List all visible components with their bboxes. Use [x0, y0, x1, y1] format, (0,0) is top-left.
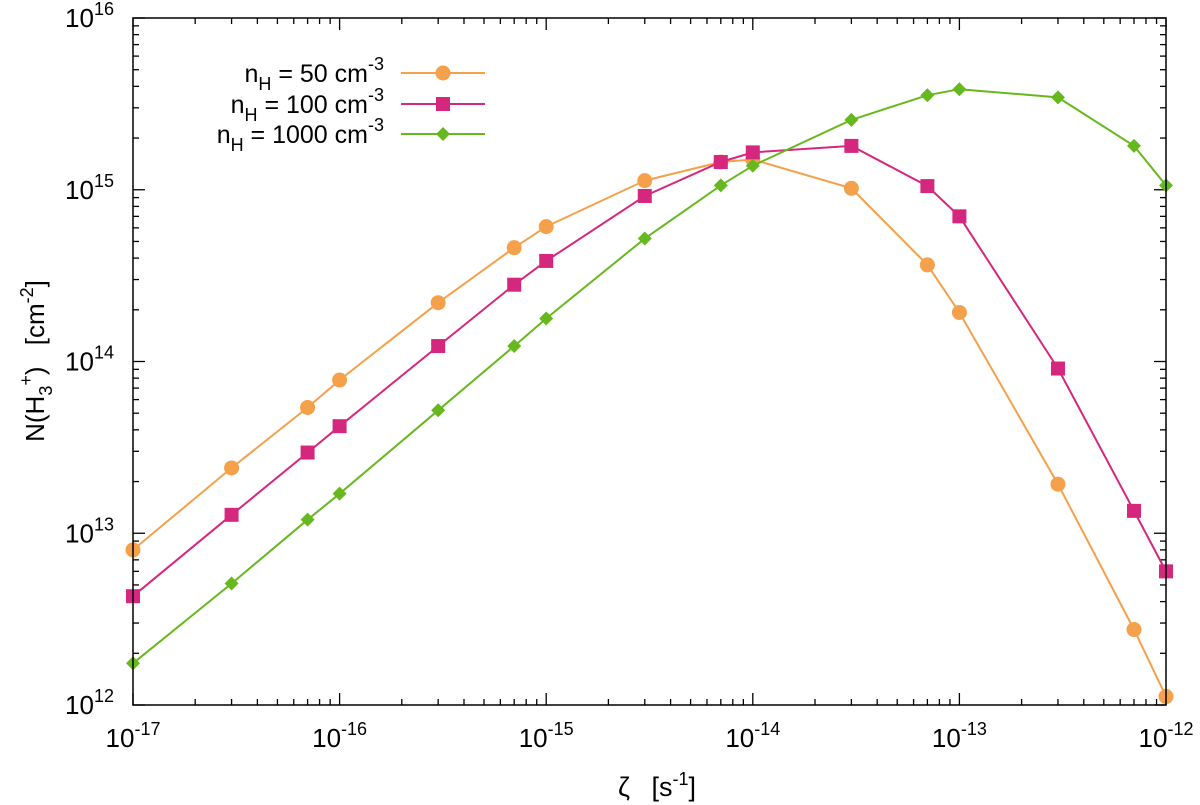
data-point	[919, 257, 935, 273]
y-axis-subscript: 3	[36, 386, 56, 396]
x-axis-unit-close: ]	[688, 772, 696, 802]
data-point	[637, 173, 653, 189]
data-point	[952, 82, 967, 97]
plot-frame	[132, 17, 1167, 706]
data-point	[507, 277, 522, 292]
data-point	[300, 399, 316, 415]
data-point	[300, 512, 315, 527]
data-point	[224, 576, 239, 591]
y-axis-quantity-close: )	[20, 366, 50, 375]
tick-labels: 10-17 10-16 10-15 10-14 10-13 10-12 1012 1013 10…	[65, 0, 1193, 753]
x-axis-symbol: ζ	[618, 772, 630, 802]
y-axis-quantity: N(H	[20, 396, 50, 442]
series-layer	[125, 82, 1174, 705]
y-tick-label: 1015	[65, 171, 114, 205]
data-point	[1126, 622, 1142, 638]
data-point	[332, 419, 347, 434]
data-point	[431, 403, 446, 418]
x-axis-unit-exponent: -1	[672, 769, 688, 789]
series-line	[132, 88, 1167, 665]
x-tick-label: 10-12	[1139, 719, 1194, 753]
data-point	[1126, 503, 1141, 518]
legend-marker	[435, 65, 451, 81]
data-point	[224, 460, 240, 476]
series-2	[126, 138, 1173, 604]
y-tick-label: 1012	[65, 686, 114, 720]
data-point	[1050, 361, 1065, 376]
data-point	[1050, 90, 1065, 105]
x-tick-label: 10-17	[106, 719, 161, 753]
x-axis-label: ζ [s-1]	[618, 769, 696, 802]
x-tick-label: 10-13	[932, 719, 987, 753]
data-point	[637, 188, 652, 203]
series-line	[132, 158, 1167, 697]
data-point	[538, 219, 554, 235]
series-3	[126, 82, 1173, 671]
legend-label: nH = 50 cm-3	[245, 54, 385, 94]
y-axis-unit-exponent: -2	[17, 287, 37, 303]
legend-label: nH = 1000 cm-3	[217, 115, 384, 155]
legend-entry: nH = 100 cm-3	[231, 85, 485, 125]
data-point	[745, 158, 760, 173]
legend-entry: nH = 50 cm-3	[245, 54, 485, 94]
data-point	[332, 372, 348, 388]
legend-marker	[436, 97, 450, 111]
y-tick-label: 1014	[65, 343, 114, 377]
x-tick-label: 10-16	[312, 719, 367, 753]
data-point	[1126, 138, 1141, 153]
data-point	[224, 507, 239, 522]
x-axis-unit: [s	[651, 772, 672, 802]
legend: nH = 50 cm-3nH = 100 cm-3nH = 1000 cm-3	[217, 54, 485, 155]
data-point	[951, 304, 967, 320]
data-point	[844, 112, 859, 127]
legend-marker	[436, 127, 450, 141]
y-axis-superscript: +	[16, 375, 36, 386]
data-point	[507, 339, 522, 354]
data-point	[713, 155, 728, 170]
y-tick-label: 1016	[65, 0, 114, 33]
data-point	[332, 486, 347, 501]
x-tick-label: 10-14	[725, 719, 780, 753]
data-point	[506, 240, 522, 256]
legend-entry: nH = 1000 cm-3	[217, 115, 485, 155]
x-tick-label: 10-15	[519, 719, 574, 753]
y-axis-unit: [cm	[20, 303, 50, 345]
y-axis-unit-close: ]	[20, 280, 50, 287]
data-point	[745, 145, 760, 160]
y-tick-label: 1013	[65, 514, 114, 548]
data-point	[539, 311, 554, 326]
data-point	[539, 253, 554, 268]
data-point	[952, 209, 967, 224]
axis-ticks	[132, 17, 1167, 706]
y-axis-label: N(H3+) [cm-2]	[16, 280, 56, 442]
data-point	[1050, 476, 1066, 492]
data-point	[920, 88, 935, 103]
data-point	[844, 138, 859, 153]
data-point	[430, 295, 446, 311]
data-point	[843, 180, 859, 196]
data-point	[431, 339, 446, 354]
data-point	[300, 445, 315, 460]
data-point	[637, 231, 652, 246]
legend-label: nH = 100 cm-3	[231, 85, 384, 125]
data-point	[920, 179, 935, 194]
series-1	[125, 152, 1174, 705]
series-line	[132, 144, 1167, 597]
data-point	[713, 178, 728, 193]
